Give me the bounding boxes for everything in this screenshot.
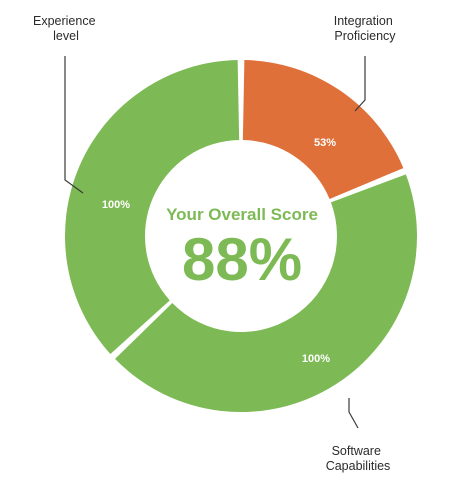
center-score-title: Your Overall Score bbox=[166, 205, 318, 224]
category-label-software-line2: Capabilities bbox=[326, 459, 391, 473]
donut-slice-experience bbox=[64, 60, 240, 354]
leader-line-software bbox=[348, 398, 359, 429]
category-label-experience-line2: level bbox=[53, 29, 79, 43]
category-label-software: Software Capabilities bbox=[326, 444, 391, 473]
category-label-software-line1: Software bbox=[332, 444, 381, 458]
slice-label-experience: 100% bbox=[102, 199, 130, 211]
donut-slice-software bbox=[115, 174, 417, 412]
center-score-value: 88% bbox=[182, 226, 302, 293]
slice-label-software: 100% bbox=[302, 353, 330, 365]
category-label-experience-line1: Experience bbox=[33, 14, 96, 28]
donut-slice-integration bbox=[242, 60, 404, 199]
category-label-integration-line2: Proficiency bbox=[334, 29, 396, 43]
category-label-integration-line1: Integration bbox=[334, 14, 393, 28]
leader-line-experience bbox=[64, 56, 84, 194]
donut-slices bbox=[64, 60, 417, 412]
category-label-integration: Integration Proficiency bbox=[334, 14, 397, 43]
category-label-experience: Experience level bbox=[33, 14, 99, 43]
slice-label-integration: 53% bbox=[314, 137, 336, 149]
leader-line-integration bbox=[354, 56, 366, 112]
